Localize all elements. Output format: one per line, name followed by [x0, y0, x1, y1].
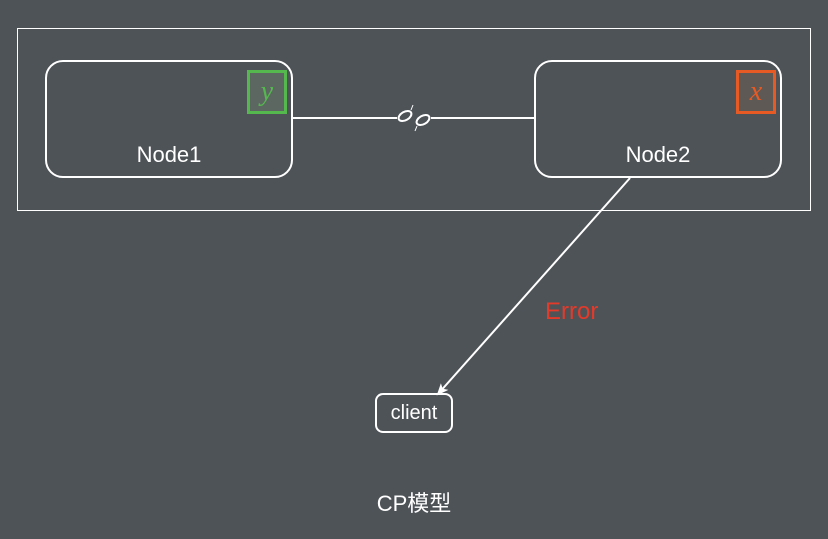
client-box: client: [375, 393, 453, 433]
node1-label: Node1: [47, 142, 291, 168]
client-label: client: [391, 402, 438, 425]
diagram-canvas: y Node1 x Node2 client Error CP模型: [0, 0, 828, 539]
diagram-caption: CP模型: [0, 486, 828, 518]
error-label: Error: [545, 298, 598, 326]
node2-variable-text: x: [750, 76, 762, 108]
node1-box: y Node1: [45, 60, 293, 178]
node1-variable-text: y: [261, 76, 273, 108]
node2-variable-badge: x: [736, 70, 776, 114]
node2-box: x Node2: [534, 60, 782, 178]
node1-variable-badge: y: [247, 70, 287, 114]
node2-label: Node2: [536, 142, 780, 168]
